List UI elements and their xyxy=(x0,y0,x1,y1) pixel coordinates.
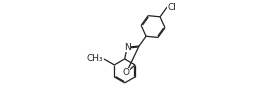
Text: O: O xyxy=(123,68,130,77)
Text: Cl: Cl xyxy=(167,3,176,12)
Text: CH₃: CH₃ xyxy=(87,54,104,63)
Text: N: N xyxy=(124,43,131,52)
